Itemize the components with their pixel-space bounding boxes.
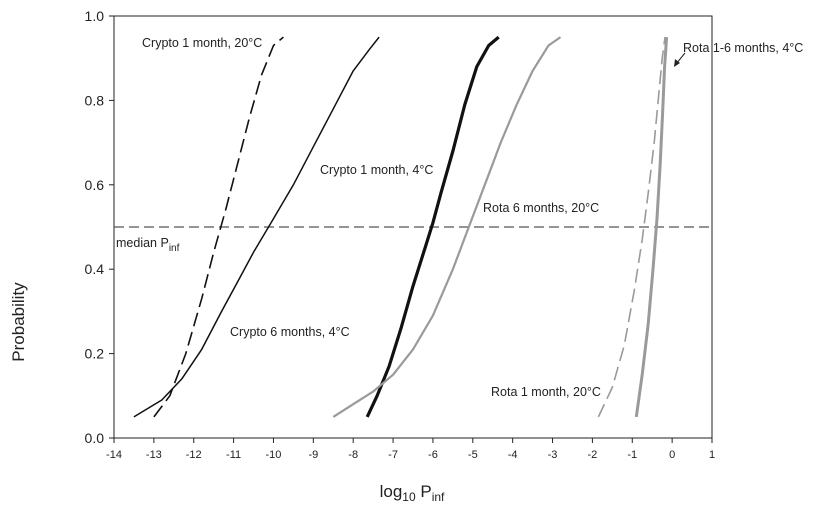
x-tick-label: -10	[266, 449, 282, 461]
series-layer	[133, 35, 669, 418]
annotation-rota-6-months-20c: Rota 6 months, 20°C	[483, 201, 599, 215]
x-tick-label: -6	[428, 449, 438, 461]
x-tick-label: -12	[186, 449, 202, 461]
x-tick-label: -2	[588, 449, 598, 461]
x-axis-ticks: -14 -13 -12 -11 -10 -9 -8 -7 -6 -5 -4 -3 -2 -1 0 1	[106, 438, 715, 461]
plot-frame	[113, 15, 713, 439]
y-tick-label: 0.2	[85, 346, 105, 362]
median-label: median Pinf	[116, 236, 180, 254]
series-crypto-1-month-4c	[365, 35, 500, 418]
series-crypto-1-month-20c	[153, 36, 284, 418]
series-rota-1-6-months-4c	[634, 36, 669, 418]
x-axis-title-base: 10	[402, 490, 416, 504]
x-tick-label: -4	[508, 449, 518, 461]
y-tick-label: 1.0	[85, 8, 105, 24]
x-tick-label: 0	[669, 449, 675, 461]
x-tick-label: -11	[226, 449, 241, 461]
x-tick-label: -9	[308, 449, 318, 461]
x-tick-label: -1	[627, 449, 637, 461]
x-axis-title: log10 Pinf	[380, 482, 445, 504]
y-axis-title: Probability	[9, 282, 28, 362]
y-axis-ticks: 0.0 0.2 0.4 0.6 0.8 1.0	[85, 8, 114, 446]
x-tick-label: -5	[468, 449, 478, 461]
x-axis-title-inf: inf	[432, 490, 445, 504]
annotation-rota-1-month-20c: Rota 1 month, 20°C	[491, 385, 601, 399]
median-label-main: median P	[116, 236, 169, 250]
x-tick-label: -7	[388, 449, 398, 461]
x-tick-label: -8	[348, 449, 358, 461]
series-rota-6-months-20c	[332, 36, 562, 418]
annotation-crypto-6-months-4c: Crypto 6 months, 4°C	[230, 325, 350, 339]
y-tick-label: 0.4	[85, 261, 105, 277]
series-crypto-6-months-4c	[133, 36, 380, 418]
rota-annotation-arrow-head	[674, 59, 680, 67]
x-tick-label: -14	[106, 449, 122, 461]
x-tick-label: 1	[709, 449, 715, 461]
plot-border	[113, 15, 713, 439]
median-label-sub: inf	[169, 243, 180, 254]
y-tick-label: 0.6	[85, 177, 105, 193]
x-axis-title-p: P	[416, 482, 432, 501]
y-tick-label: 0.0	[85, 430, 105, 446]
x-tick-label: -3	[548, 449, 558, 461]
annotation-rota-1-6-months-4c: Rota 1-6 months, 4°C	[683, 41, 803, 55]
x-axis-title-log: log	[380, 482, 403, 501]
y-tick-label: 0.8	[85, 92, 105, 108]
series-annotations: Crypto 1 month, 20°C Crypto 1 month, 4°C R…	[142, 36, 803, 399]
annotation-crypto-1-month-20c: Crypto 1 month, 20°C	[142, 36, 262, 50]
x-tick-label: -13	[146, 449, 162, 461]
annotation-crypto-1-month-4c: Crypto 1 month, 4°C	[320, 163, 433, 177]
series-rota-1-month-20c	[597, 36, 666, 418]
